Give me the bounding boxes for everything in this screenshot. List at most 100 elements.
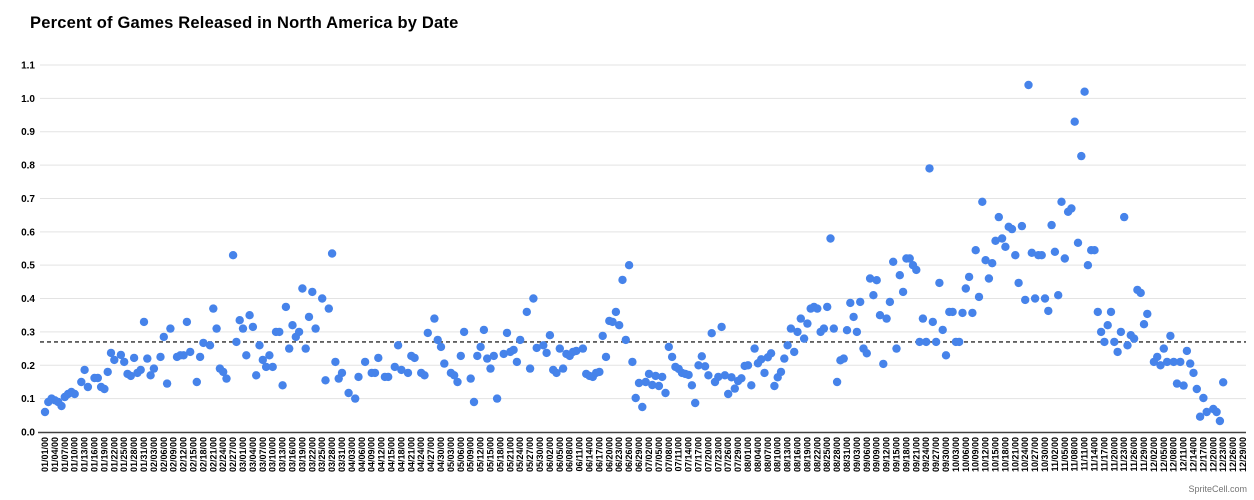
data-point [829, 324, 838, 333]
x-tick-label: 02/27/00 [228, 437, 238, 472]
data-point [337, 368, 347, 378]
data-point [654, 381, 664, 391]
x-tick-label: 07/11/00 [674, 437, 684, 472]
data-point [318, 294, 327, 303]
data-point [694, 361, 703, 370]
data-point [1070, 117, 1079, 126]
data-point [961, 284, 970, 293]
data-point [641, 377, 650, 387]
x-tick-label: 03/25/00 [317, 437, 327, 472]
data-point [997, 234, 1007, 243]
x-tick-label: 08/13/00 [783, 437, 793, 472]
data-point [466, 374, 475, 383]
data-point [1182, 346, 1192, 356]
x-tick-label: 05/12/00 [476, 437, 486, 472]
data-point [793, 327, 802, 337]
data-point [143, 354, 152, 363]
data-point [1090, 246, 1099, 255]
x-tick-label: 01/13/00 [80, 437, 90, 472]
data-point [393, 341, 403, 350]
data-point [370, 368, 380, 378]
data-point [80, 365, 89, 375]
data-point [344, 388, 353, 398]
data-point [261, 362, 271, 372]
data-point [1030, 294, 1040, 303]
data-point [783, 341, 792, 350]
data-point [403, 368, 413, 378]
data-point [275, 327, 284, 337]
data-point [737, 374, 746, 383]
data-point [1044, 306, 1053, 316]
data-point [162, 379, 172, 388]
data-point [684, 370, 693, 380]
data-point [618, 275, 627, 285]
data-point [1040, 294, 1050, 303]
data-point [235, 316, 244, 325]
data-point [159, 332, 168, 342]
x-tick-label: 12/14/00 [1188, 437, 1198, 472]
x-tick-label: 09/27/00 [931, 437, 941, 472]
data-point [384, 372, 393, 382]
x-tick-label: 03/13/00 [278, 437, 288, 472]
data-point [450, 371, 459, 380]
data-point [542, 348, 551, 358]
data-point [615, 321, 624, 330]
x-tick-label: 10/18/00 [1000, 437, 1010, 472]
y-tick-label: 0.8 [21, 161, 35, 172]
data-point [1179, 381, 1188, 390]
data-point [525, 364, 535, 373]
data-point [667, 352, 677, 362]
data-point [714, 372, 723, 382]
x-tick-label: 01/10/00 [70, 437, 80, 472]
data-point [743, 361, 753, 370]
data-point [410, 353, 419, 363]
data-point [486, 364, 495, 373]
data-point [265, 351, 274, 360]
data-point [469, 397, 479, 407]
data-point [453, 377, 462, 387]
data-point [308, 287, 317, 297]
y-tick-label: 0.4 [21, 294, 35, 305]
data-point [598, 331, 607, 341]
data-point [182, 317, 192, 327]
x-tick-label: 04/21/00 [406, 437, 416, 472]
data-point [842, 326, 852, 335]
data-point [823, 302, 832, 312]
data-point [1186, 359, 1195, 368]
x-tick-label: 04/24/00 [416, 437, 426, 472]
y-tick-label: 0.6 [21, 227, 35, 238]
x-tick-label: 07/14/00 [684, 437, 694, 472]
x-tick-label: 01/07/00 [60, 437, 70, 472]
x-tick-label: 09/09/00 [872, 437, 882, 472]
data-point [1143, 309, 1152, 319]
data-point [572, 346, 581, 356]
data-point [1054, 291, 1063, 300]
x-tick-label: 05/24/00 [515, 437, 525, 472]
data-point [621, 335, 630, 345]
x-tick-label: 08/22/00 [812, 437, 822, 472]
data-point [889, 257, 898, 266]
data-point [664, 342, 673, 352]
x-tick-label: 11/05/00 [1060, 437, 1070, 472]
data-point [1014, 278, 1023, 288]
x-tick-label: 08/28/00 [832, 437, 842, 472]
data-point [252, 371, 261, 380]
data-point [1189, 368, 1198, 378]
x-tick-label: 01/31/00 [139, 437, 149, 472]
x-tick-label: 04/12/00 [377, 437, 387, 472]
data-point [304, 312, 314, 322]
x-tick-label: 06/26/00 [624, 437, 634, 472]
chart-title: Percent of Games Released in North Ameri… [30, 14, 459, 32]
x-tick-label: 08/07/00 [763, 437, 773, 472]
data-point [420, 371, 429, 380]
data-point [1176, 357, 1185, 367]
data-point [459, 327, 469, 337]
data-point [724, 389, 733, 399]
data-point [1067, 204, 1076, 213]
data-point [245, 311, 254, 320]
data-point [991, 236, 1000, 245]
x-tick-label: 07/17/00 [693, 437, 703, 472]
data-point [608, 317, 617, 327]
data-point [532, 343, 541, 353]
x-tick-label: 08/19/00 [802, 437, 812, 472]
